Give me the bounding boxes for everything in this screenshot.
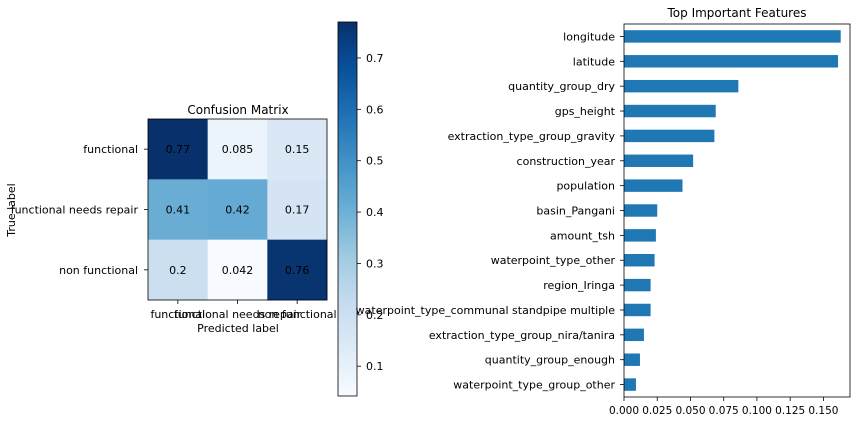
feature-importance-y-tick-label: quantity_group_enough [485,354,615,367]
feature-importance-y-tick-label: extraction_type_group_nira/tanira [429,329,615,342]
feature-importance-y-tick-label: basin_Pangani [536,205,615,218]
confusion-matrix-ylabel: True label [5,183,18,237]
feature-importance-frame [623,23,851,398]
feature-importance-x-tick-label: 0.050 [675,405,705,417]
confusion-matrix-cell [148,239,208,301]
confusion-matrix-x-tick-label: functional [150,308,205,321]
confusion-matrix-title: Confusion Matrix [187,103,288,117]
confusion-matrix-cell-value: 0.41 [166,204,191,217]
feature-importance-bar [624,353,640,366]
colorbar-tick-label: 0.6 [366,103,384,116]
feature-importance-bar [624,204,658,217]
confusion-matrix-cell-value: 0.15 [285,143,310,156]
feature-importance-y-tick-label: region_Iringa [543,279,615,292]
feature-importance-bar [624,55,839,68]
colorbar: 0.1 0.2 0.3 0.4 0.5 0.6 0.7 [337,21,384,397]
confusion-matrix-cell-value: 0.42 [225,204,250,217]
feature-importance-bar [624,79,739,93]
feature-importance-y-tick-label: waterpoint_type_communal standpipe multi… [356,304,616,317]
colorbar-tick-label: 0.1 [366,360,384,373]
feature-importance-x-tick-label: 0.000 [609,405,639,417]
feature-importance-y-tick-label: latitude [573,55,615,68]
feature-importance-bar [624,154,694,167]
colorbar-tick-label: 0.2 [366,309,384,322]
colorbar-ticks: 0.1 0.2 0.3 0.4 0.5 0.6 0.7 [357,52,384,373]
colorbar-tick-label: 0.4 [366,206,384,219]
feature-importance-bar [624,229,656,242]
feature-importance-bar [624,129,715,143]
feature-importance-y-tick-label: quantity_group_dry [508,80,615,93]
colorbar-tick-label: 0.5 [366,155,384,168]
feature-importance-bar [624,278,651,292]
confusion-matrix-y-tick-label: non functional [59,264,138,277]
confusion-matrix-cell [267,119,328,180]
confusion-matrix-cell-value: 0.77 [166,143,191,156]
confusion-matrix-cell [207,179,268,240]
feature-importance-x-ticks: 0.000 0.025 0.050 0.075 0.100 0.125 0.150 [609,397,838,417]
colorbar-tick-label: 0.7 [366,52,384,65]
confusion-matrix-cell [148,179,208,240]
confusion-matrix-y-tick-label: functional [83,143,138,156]
confusion-matrix-y-tick-labels: functional functional needs repair non fun… [11,143,148,277]
confusion-matrix-cell [207,239,268,301]
feature-importance-y-tick-label: waterpoint_type_group_other [453,379,615,392]
confusion-matrix-chart: Confusion Matrix 0.77 0.085 0.150.41 0.42 0.… [5,103,337,335]
feature-importance-y-tick-label: gps_height [555,105,616,118]
feature-importance-y-tick-labels: longitude latitude quantity_group_dry gps_h… [356,30,624,392]
feature-importance-x-tick-label: 0.125 [775,405,805,417]
confusion-matrix-y-tick-label: functional needs repair [11,204,139,217]
confusion-matrix-cell-value: 0.17 [285,204,310,217]
confusion-matrix-xlabel: Predicted label [197,322,279,335]
confusion-matrix-cell-value: 0.042 [222,264,254,277]
confusion-matrix-cells: 0.77 0.085 0.15 0.41 0.42 0.17 0.2 0.042 0.76 [148,119,328,301]
feature-importance-x-tick-label: 0.075 [709,405,739,417]
feature-importance-y-tick-label: amount_tsh [550,229,615,242]
feature-importance-x-tick-label: 0.025 [642,405,672,417]
feature-importance-bar [624,179,683,192]
feature-importance-bar [624,303,651,317]
confusion-matrix-x-tick-label: non functional [258,308,337,321]
confusion-matrix-cell-value: 0.2 [169,264,187,277]
colorbar-tick-label: 0.3 [366,257,384,270]
feature-importance-y-tick-label: waterpoint_type_other [491,254,616,267]
feature-importance-title: Top Important Features [667,6,807,20]
confusion-matrix-cell [267,179,328,240]
feature-importance-bar [624,328,644,342]
feature-importance-bars [624,30,841,391]
feature-importance-x-tick-label: 0.150 [808,405,838,417]
feature-importance-y-tick-label: longitude [563,30,615,43]
feature-importance-x-tick-label: 0.100 [742,405,772,417]
colorbar-gradient [337,21,358,397]
confusion-matrix-cell [207,119,268,180]
confusion-matrix-cell-value: 0.76 [285,264,310,277]
confusion-matrix-cell-value: 0.085 [222,143,254,156]
confusion-matrix-x-tick-label: functional needs repair [174,308,302,321]
confusion-matrix-cell [148,119,208,180]
feature-importance-bar [624,104,716,118]
feature-importance-y-tick-label: population [556,180,615,193]
feature-importance-bar [624,254,655,267]
feature-importance-y-tick-label: extraction_type_group_gravity [448,130,616,143]
feature-importance-y-tick-label: construction_year [517,155,616,168]
feature-importance-bar [624,378,636,391]
feature-importance-bar [624,30,841,43]
feature-importance-chart: Top Important Features longitude latitude… [356,6,851,417]
confusion-matrix-cell [267,239,328,301]
